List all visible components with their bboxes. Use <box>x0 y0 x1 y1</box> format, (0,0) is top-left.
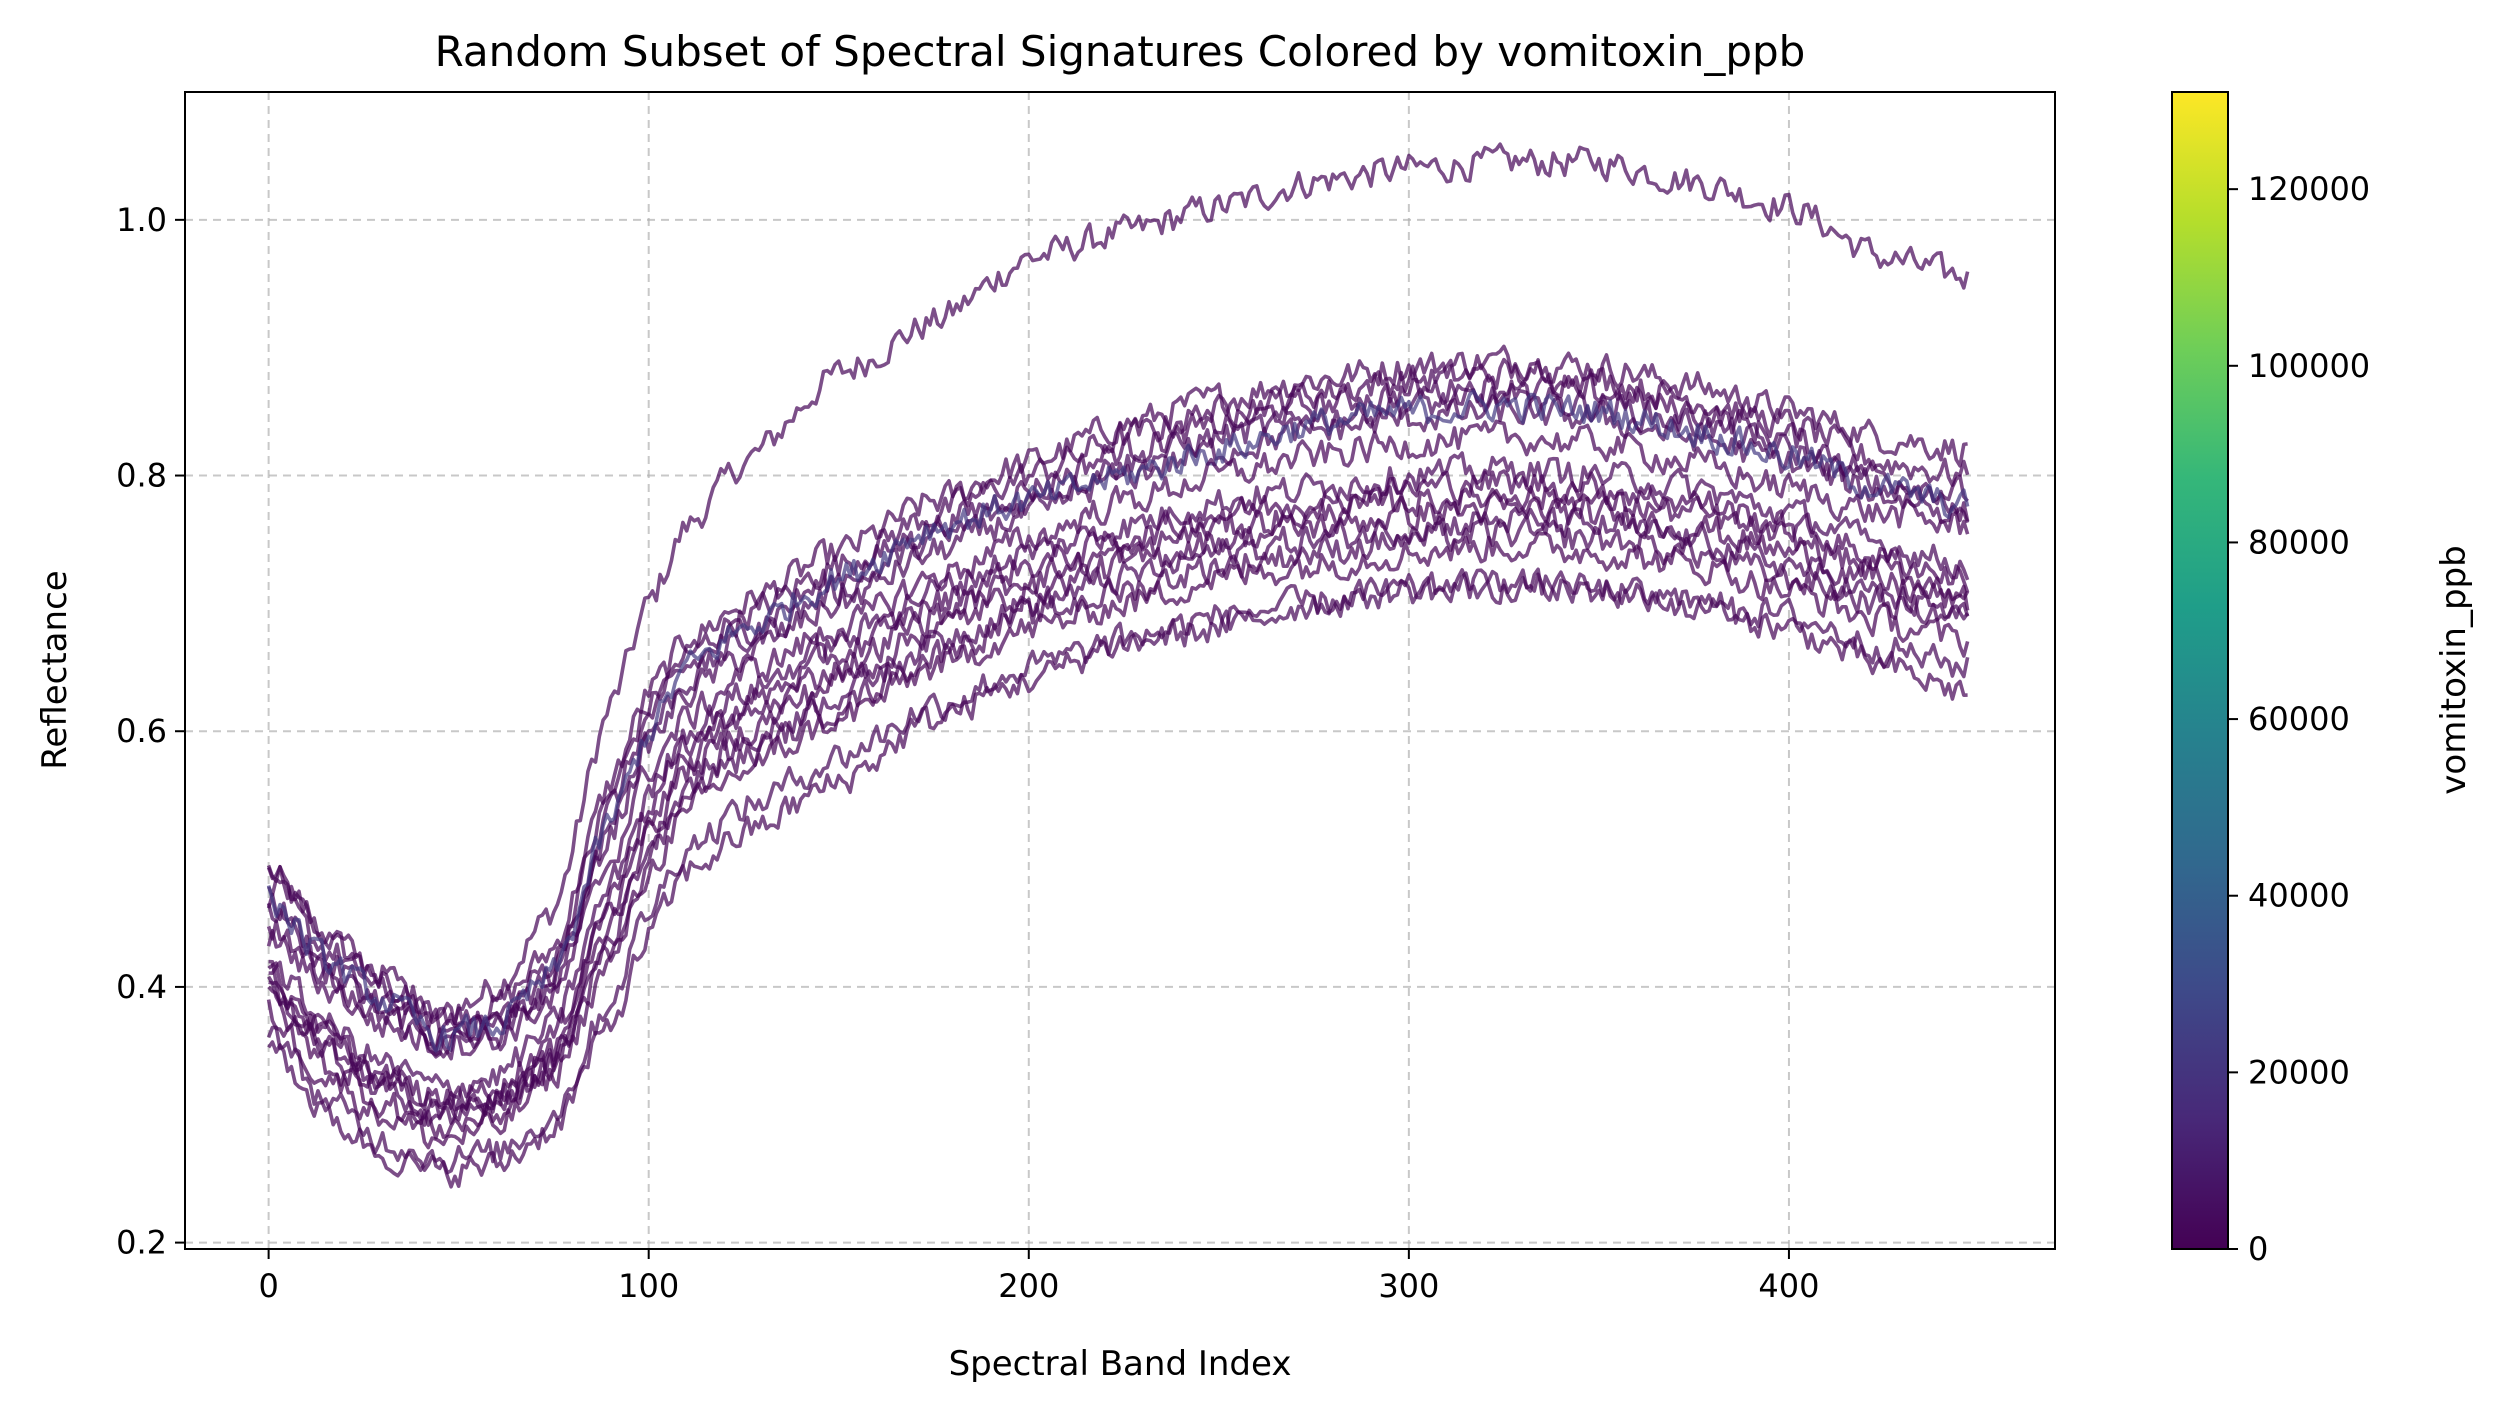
series-line-16 <box>267 568 1968 1189</box>
series-line-0 <box>266 142 1970 1026</box>
series-line-14 <box>266 531 1970 1150</box>
y-axis-label: Reflectance <box>35 570 75 769</box>
y-tick-label-3: 0.8 <box>116 457 167 495</box>
colorbar-tick-label-2: 40000 <box>2248 877 2350 915</box>
series-line-8 <box>268 451 1970 1100</box>
plot-frame <box>184 91 2056 1250</box>
colorbar-label: vomitoxin_ppb <box>2434 545 2474 794</box>
y-tick-label-2: 0.6 <box>116 712 167 750</box>
colorbar-tick-label-1: 20000 <box>2248 1053 2350 1091</box>
colorbar-frame <box>2171 91 2229 1250</box>
series-line-6 <box>266 389 1970 1055</box>
x-tick-label-1: 100 <box>618 1267 679 1305</box>
x-tick-label-4: 400 <box>1758 1267 1819 1305</box>
colorbar-tick-label-3: 60000 <box>2248 700 2350 738</box>
colorbar-tick-label-4: 80000 <box>2248 523 2350 561</box>
y-axis-ticks: 0.2 0.4 0.6 0.8 1.0 <box>116 201 185 1262</box>
colorbar-tick-label-0: 0 <box>2248 1230 2268 1268</box>
y-tick-label-1: 0.4 <box>116 968 167 1006</box>
x-axis-ticks: 0 100 200 300 400 <box>258 1249 1819 1305</box>
x-tick-label-3: 300 <box>1378 1267 1439 1305</box>
series-line-7 <box>266 419 1970 1061</box>
x-axis-label: Spectral Band Index <box>949 1344 1292 1384</box>
x-tick-label-0: 0 <box>258 1267 278 1305</box>
spectral-lines <box>266 142 1970 1189</box>
chart-title: Random Subset of Spectral Signatures Col… <box>435 27 1806 76</box>
series-line-15 <box>266 567 1970 1175</box>
colorbar-ticks: 0 20000 40000 60000 80000 100000 120000 <box>2228 170 2370 1268</box>
y-tick-label-4: 1.0 <box>116 201 167 239</box>
colorbar-tick-label-6: 120000 <box>2248 170 2370 208</box>
x-tick-label-2: 200 <box>998 1267 1059 1305</box>
y-tick-label-0: 0.2 <box>116 1224 167 1262</box>
series-line-2 <box>266 357 1970 1041</box>
colorbar <box>2172 92 2228 1249</box>
colorbar-tick-label-5: 100000 <box>2248 347 2370 385</box>
